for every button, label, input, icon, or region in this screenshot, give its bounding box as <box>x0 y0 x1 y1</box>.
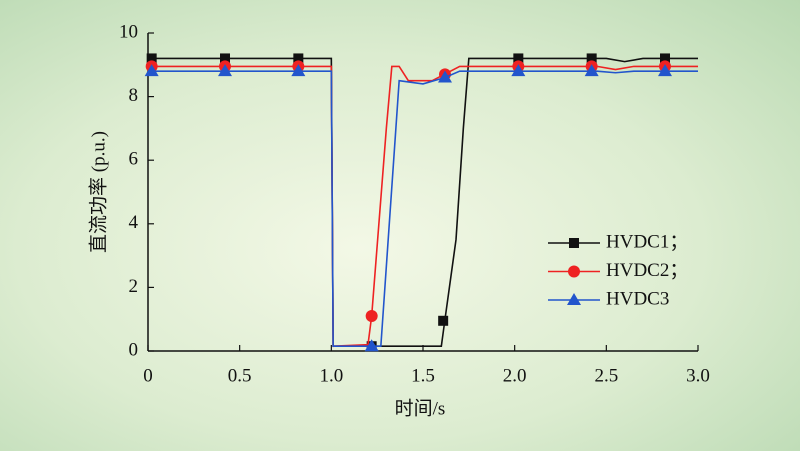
x-tick-label: 1.0 <box>319 365 343 386</box>
marker <box>568 265 580 278</box>
x-tick-label: 0 <box>143 365 153 386</box>
x-tick-label: 0.5 <box>228 365 252 386</box>
y-tick-label: 10 <box>119 21 138 42</box>
marker <box>511 64 526 77</box>
y-axis-label: 直流功率 (p.u.) <box>87 131 109 253</box>
marker <box>144 64 159 77</box>
marker <box>569 238 579 248</box>
y-tick-label: 6 <box>129 149 139 170</box>
series-line <box>148 70 698 348</box>
y-tick-label: 0 <box>129 339 139 360</box>
marker <box>146 53 157 64</box>
marker <box>584 64 599 77</box>
x-axis-label: 时间/s <box>395 397 446 419</box>
marker <box>364 339 379 352</box>
y-tick-label: 2 <box>129 276 139 297</box>
marker <box>513 53 524 64</box>
marker <box>438 315 449 326</box>
marker <box>586 53 597 64</box>
marker <box>218 64 232 77</box>
marker <box>220 53 230 64</box>
legend-label: HVDC2； <box>606 260 688 281</box>
y-tick-label: 4 <box>129 212 139 233</box>
legend-label: HVDC3 <box>606 288 669 309</box>
legend-label: HVDC1； <box>606 231 688 252</box>
marker <box>658 64 672 77</box>
marker <box>660 53 670 64</box>
x-tick-label: 2.0 <box>503 365 527 386</box>
x-tick-label: 2.5 <box>594 365 618 386</box>
marker <box>438 70 452 83</box>
y-tick-label: 8 <box>129 85 139 106</box>
marker <box>365 310 378 323</box>
x-tick-label: 1.5 <box>411 365 435 386</box>
x-tick-label: 3.0 <box>686 365 710 386</box>
marker <box>567 293 581 305</box>
marker <box>291 64 306 77</box>
marker <box>293 53 304 64</box>
